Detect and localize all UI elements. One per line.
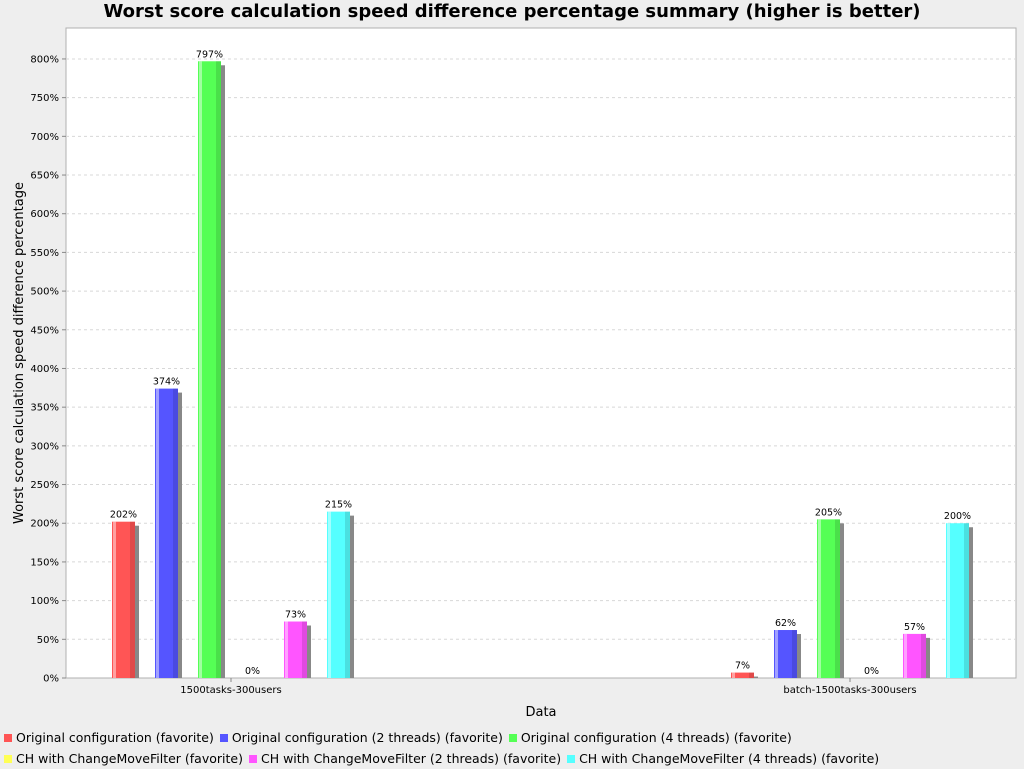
bar-value-label: 215% xyxy=(325,500,352,511)
bar-shade xyxy=(302,621,307,678)
y-tick-label: 0% xyxy=(43,674,59,685)
bar-highlight xyxy=(775,630,778,678)
y-tick-label: 400% xyxy=(30,364,59,375)
bar-highlight xyxy=(818,519,821,678)
bar-labels: 202% 374% 797% 0% 73% 215% 7% 62% 205% 0% 57% 200% xyxy=(110,49,971,677)
bar-shade xyxy=(835,519,840,678)
legend-item: CH with ChangeMoveFilter (4 threads) (fa… xyxy=(567,748,879,769)
bar-highlight xyxy=(947,523,950,678)
bar-shade xyxy=(792,630,797,678)
y-tick-label: 800% xyxy=(30,54,59,65)
y-tick-label: 650% xyxy=(30,171,59,182)
y-tick-label: 200% xyxy=(30,519,59,530)
legend-swatch xyxy=(4,754,12,763)
bar xyxy=(946,523,969,678)
chart-area: 0% 50% 100% 150% 200% 250% 300% 350% 400% 450% 500… xyxy=(12,27,1017,720)
bar xyxy=(817,519,840,678)
bar xyxy=(903,633,926,678)
legend-swatch xyxy=(219,733,228,742)
y-tick-label: 500% xyxy=(30,287,59,298)
bar-shade xyxy=(216,61,221,679)
y-tick-label: 550% xyxy=(30,248,59,259)
bar xyxy=(198,61,221,679)
x-tick-label: batch-1500tasks-300users xyxy=(783,685,916,696)
legend-swatch xyxy=(567,754,576,763)
y-axis: 0% 50% 100% 150% 200% 250% 300% 350% 400% 450% 500… xyxy=(30,54,66,685)
bar-value-label: 7% xyxy=(735,661,750,672)
bar-highlight xyxy=(113,521,116,678)
bar-value-label: 0% xyxy=(245,666,260,677)
x-tick-label: 1500tasks-300users xyxy=(180,685,281,696)
legend-item: CH with ChangeMoveFilter (favorite) xyxy=(4,748,243,769)
bar-highlight xyxy=(285,621,288,678)
y-tick-label: 600% xyxy=(30,209,59,220)
bar xyxy=(284,621,307,678)
y-tick-label: 350% xyxy=(30,403,59,414)
bar-highlight xyxy=(156,388,159,678)
bar xyxy=(112,521,135,678)
bar-value-label: 73% xyxy=(285,610,306,621)
legend-swatch xyxy=(508,733,517,742)
bar-highlight xyxy=(199,61,202,679)
bar-value-label: 62% xyxy=(775,618,796,629)
bar xyxy=(774,630,797,678)
chart-title: Worst score calculation speed difference… xyxy=(103,1,921,22)
bar-shade xyxy=(130,521,135,678)
bar-highlight xyxy=(904,633,907,678)
x-axis: 1500tasks-300users batch-1500tasks-300use… xyxy=(180,678,917,696)
y-tick-label: 250% xyxy=(30,480,59,491)
legend-label: CH with ChangeMoveFilter (favorite) xyxy=(16,751,243,766)
bar xyxy=(327,511,350,678)
bar-shade xyxy=(921,633,926,678)
legend-label: Original configuration (4 threads) (favo… xyxy=(520,730,792,745)
legend-swatch xyxy=(248,754,257,763)
legend-item: CH with ChangeMoveFilter (2 threads) (fa… xyxy=(248,748,562,769)
bar-shade xyxy=(345,511,350,678)
y-tick-label: 300% xyxy=(30,441,59,452)
legend-label: Original configuration (2 threads) (favo… xyxy=(231,730,503,745)
bar-value-label: 200% xyxy=(944,511,971,522)
bar-value-label: 205% xyxy=(815,507,842,518)
bar xyxy=(731,672,754,678)
legend-swatch xyxy=(4,733,12,742)
bar xyxy=(155,388,178,678)
legend-label: Original configuration (favorite) xyxy=(16,730,214,745)
bar-value-label: 797% xyxy=(196,49,223,60)
bars xyxy=(112,61,973,679)
y-tick-label: 100% xyxy=(30,596,59,607)
y-tick-label: 450% xyxy=(30,325,59,336)
bar-highlight xyxy=(328,511,331,678)
bar-value-label: 0% xyxy=(864,666,879,677)
y-tick-label: 150% xyxy=(30,557,59,568)
y-axis-label: Worst score calculation speed difference… xyxy=(12,182,27,524)
bar-shade xyxy=(173,388,178,678)
y-tick-label: 700% xyxy=(30,132,59,143)
bar-value-label: 202% xyxy=(110,510,137,521)
legend-item: Original configuration (2 threads) (favo… xyxy=(219,727,503,748)
legend-item: Original configuration (favorite) xyxy=(4,727,214,748)
y-tick-label: 750% xyxy=(30,93,59,104)
bar-shade xyxy=(749,672,754,678)
legend-label: CH with ChangeMoveFilter (2 threads) (fa… xyxy=(260,751,562,766)
legend-label: CH with ChangeMoveFilter (4 threads) (fa… xyxy=(579,751,880,766)
bar-shade xyxy=(964,523,969,678)
y-tick-label: 50% xyxy=(37,635,59,646)
legend-item: Original configuration (4 threads) (favo… xyxy=(508,727,792,748)
legend: Original configuration (favorite) Origina… xyxy=(4,727,1020,769)
x-axis-label: Data xyxy=(525,705,556,720)
bar-value-label: 57% xyxy=(904,622,925,633)
bar-value-label: 374% xyxy=(153,377,180,388)
bar-highlight xyxy=(732,672,735,678)
